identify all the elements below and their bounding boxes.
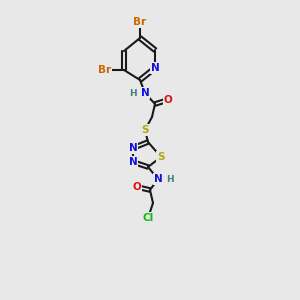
Text: N: N (141, 88, 149, 98)
Text: O: O (133, 182, 141, 192)
Text: N: N (154, 174, 162, 184)
Text: N: N (129, 157, 137, 167)
Text: S: S (157, 152, 165, 162)
Text: Br: Br (98, 65, 112, 75)
Text: Br: Br (134, 17, 147, 27)
Text: N: N (129, 143, 137, 153)
Text: O: O (164, 95, 172, 105)
Text: H: H (166, 175, 174, 184)
Text: S: S (141, 125, 149, 135)
Text: H: H (129, 88, 137, 98)
Text: N: N (151, 63, 159, 73)
Text: Cl: Cl (142, 213, 154, 223)
